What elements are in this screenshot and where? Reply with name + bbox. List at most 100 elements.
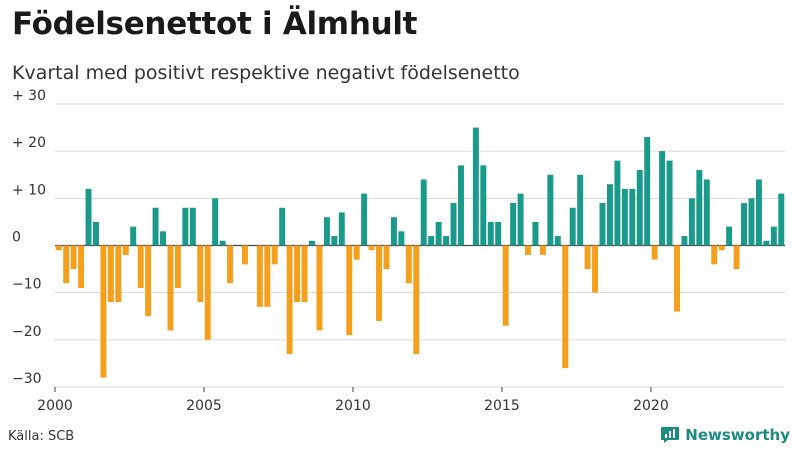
bar — [353, 245, 360, 260]
bar — [517, 193, 524, 246]
bar — [659, 151, 666, 246]
y-tick-label: + 10 — [12, 182, 46, 198]
bar — [614, 160, 621, 246]
bar — [331, 236, 338, 246]
bar — [264, 245, 271, 307]
bar — [539, 245, 546, 255]
x-tick-label: 2020 — [633, 398, 669, 414]
bar — [420, 179, 427, 246]
bar — [301, 245, 308, 303]
x-tick-label: 2005 — [186, 398, 222, 414]
bar — [644, 137, 651, 246]
bar — [525, 245, 531, 255]
bar — [271, 245, 278, 265]
bar — [457, 165, 464, 246]
bar — [443, 236, 450, 246]
source-note: Källa: SCB — [8, 429, 75, 444]
bar — [286, 245, 293, 354]
bar — [137, 245, 144, 288]
bar — [85, 188, 92, 246]
bar — [383, 245, 390, 270]
bar — [130, 226, 137, 246]
bar — [107, 245, 114, 303]
bar — [346, 245, 353, 336]
bar — [666, 160, 673, 246]
bar — [152, 207, 159, 246]
bar — [584, 245, 591, 270]
bar — [696, 170, 703, 246]
bar — [770, 226, 777, 246]
bar — [100, 245, 107, 378]
bar — [636, 170, 643, 246]
bar-layer — [55, 127, 785, 378]
bar — [763, 240, 770, 246]
bar — [316, 245, 323, 331]
bar — [681, 236, 688, 246]
bar — [219, 240, 226, 246]
bar — [569, 207, 576, 246]
bar — [703, 179, 710, 246]
bar — [718, 245, 725, 251]
bar-chart: + 30 + 20 + 10 0 −10 −20 −30 2000 2005 2010 2015 20… — [12, 88, 785, 414]
bar — [755, 179, 762, 246]
bar — [338, 212, 345, 246]
bar — [577, 174, 584, 246]
bar — [145, 245, 152, 317]
bar — [167, 245, 174, 331]
bar — [413, 245, 420, 354]
bar — [674, 245, 680, 312]
bar — [115, 245, 122, 303]
bar — [323, 217, 330, 246]
bar — [487, 221, 494, 246]
bar — [532, 221, 539, 246]
y-tick-label: −20 — [12, 324, 42, 340]
bar — [55, 245, 62, 251]
bar — [599, 203, 606, 246]
chart-subtitle: Kvartal med positivt respektive negativt… — [12, 62, 520, 84]
y-tick-label: −30 — [12, 371, 42, 387]
bar — [778, 193, 785, 246]
bar — [368, 245, 375, 251]
bar — [174, 245, 181, 288]
bar — [711, 245, 718, 265]
bar — [547, 174, 554, 246]
x-tick-label: 2000 — [37, 398, 73, 414]
bar — [592, 245, 599, 293]
bar — [688, 198, 695, 246]
bar — [160, 231, 166, 246]
bar — [182, 207, 189, 246]
bar — [189, 207, 196, 246]
brand-name: Newsworthy — [685, 426, 790, 444]
bar — [629, 188, 636, 246]
bar — [502, 245, 509, 326]
bar — [480, 165, 487, 246]
bar — [241, 245, 248, 265]
newsworthy-logo[interactable]: Newsworthy — [660, 426, 790, 444]
bar — [390, 217, 397, 246]
x-tick-label: 2010 — [335, 398, 371, 414]
bar — [78, 245, 85, 288]
bar — [435, 221, 442, 246]
newsworthy-chart-icon — [661, 427, 680, 443]
bar — [472, 127, 479, 246]
bar — [212, 198, 219, 246]
bar — [309, 240, 315, 246]
bar — [510, 203, 517, 246]
bar — [63, 245, 70, 284]
bar — [554, 236, 561, 246]
bar — [70, 245, 77, 270]
bar — [122, 245, 129, 255]
chart-title: Födelsenettot i Älmhult — [12, 6, 418, 42]
bar — [227, 245, 234, 284]
bar — [741, 203, 748, 246]
bar — [197, 245, 204, 303]
bar — [621, 188, 628, 246]
bar — [405, 245, 412, 284]
bar — [256, 245, 263, 307]
y-tick-label: 0 — [12, 230, 21, 246]
bar — [562, 245, 569, 369]
bar — [376, 245, 383, 321]
bar — [733, 245, 740, 270]
y-tick-label: −10 — [12, 277, 42, 293]
bar — [204, 245, 211, 340]
